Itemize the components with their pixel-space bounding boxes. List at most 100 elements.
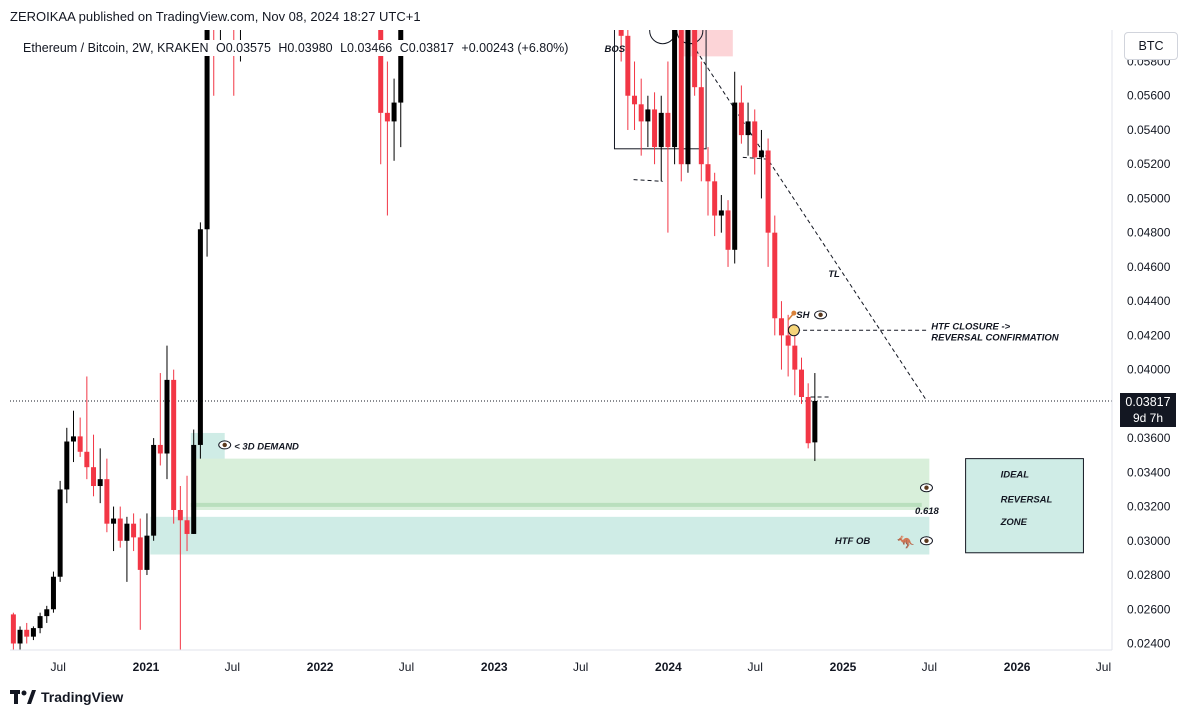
candle-body xyxy=(151,444,157,536)
last-price-value: 0.03817 xyxy=(1125,395,1171,409)
candle xyxy=(678,30,684,182)
candle-body xyxy=(758,150,764,158)
candle xyxy=(632,61,638,130)
chart-area[interactable]: BOS TL SH HTF CLOSURE -> REVERSAL CONFIRMATI… xyxy=(10,30,1190,680)
price-tick-label: 0.03600 xyxy=(1127,431,1171,445)
time-tick-label: Jul xyxy=(1096,660,1111,674)
candle-body xyxy=(725,210,731,250)
candle-body xyxy=(785,335,791,346)
price-tick-label: 0.03400 xyxy=(1127,465,1171,479)
candle xyxy=(37,612,43,634)
price-tick-label: 0.04400 xyxy=(1127,294,1171,308)
candle xyxy=(785,314,791,377)
candle xyxy=(718,195,724,233)
candle xyxy=(658,95,664,182)
price-tick-label: 0.05600 xyxy=(1127,89,1171,103)
candle xyxy=(157,373,163,466)
swing-low-line-1 xyxy=(633,179,663,182)
legend-close: C0.03817 xyxy=(399,41,454,55)
candle xyxy=(171,369,177,524)
price-tick-label: 0.05400 xyxy=(1127,123,1171,137)
candle-body xyxy=(685,30,691,165)
candle xyxy=(17,626,23,650)
candle xyxy=(84,376,90,480)
htf-ob-label: HTF OB xyxy=(835,536,870,547)
trendline xyxy=(691,44,927,401)
candle-body xyxy=(638,104,644,122)
candle xyxy=(30,626,36,641)
time-tick-label: 2023 xyxy=(481,660,508,674)
candle-body xyxy=(712,181,718,216)
candle xyxy=(57,480,63,582)
candle-body xyxy=(97,479,103,487)
candle xyxy=(698,61,704,182)
price-tick-label: 0.05200 xyxy=(1127,157,1171,171)
time-tick-label: 2024 xyxy=(655,660,682,674)
swing-low-line-2 xyxy=(742,156,767,160)
candle xyxy=(91,434,97,497)
candle-body xyxy=(191,444,197,534)
candle xyxy=(705,147,711,216)
demand-zone xyxy=(190,458,930,510)
candle xyxy=(184,475,190,552)
candle xyxy=(618,30,624,62)
candle xyxy=(745,102,751,156)
price-tick-label: 0.02800 xyxy=(1127,568,1171,582)
legend-symbol: Ethereum / Bitcoin, 2W, KRAKEN xyxy=(23,41,209,55)
candle-body xyxy=(144,535,150,570)
candle-body xyxy=(378,30,384,113)
eye-icon xyxy=(919,536,933,546)
candle xyxy=(164,345,170,480)
eye-icon xyxy=(814,310,828,320)
candle-body xyxy=(50,576,56,610)
candle xyxy=(692,30,698,96)
candle xyxy=(645,95,651,148)
publisher-line: ZEROIKAA published on TradingView.com, N… xyxy=(10,9,421,24)
candlestick-chart[interactable]: BOS TL SH HTF CLOSURE ->REVERSAL CONFIRMATI… xyxy=(10,30,1190,680)
eye-pupil xyxy=(818,312,823,318)
candle xyxy=(685,30,691,173)
candle xyxy=(213,30,215,96)
time-tick-label: 2025 xyxy=(830,660,857,674)
legend-high: H0.03980 xyxy=(278,41,333,55)
candle-body xyxy=(177,509,183,521)
candle-body xyxy=(792,345,798,370)
candle-body xyxy=(17,629,23,644)
htf-ob-zone xyxy=(150,516,930,555)
candle-body xyxy=(765,150,771,233)
price-tick-label: 0.02600 xyxy=(1127,602,1171,616)
candle xyxy=(638,78,644,156)
kangaroo-icon: 🦘 xyxy=(897,535,915,551)
candle-body xyxy=(398,30,404,103)
price-tick-label: 0.04000 xyxy=(1127,363,1171,377)
candle-body xyxy=(111,518,117,524)
candle xyxy=(219,30,221,45)
eye-pupil xyxy=(924,538,929,543)
legend-low: L0.03466 xyxy=(340,41,393,55)
eye-icon xyxy=(919,483,933,493)
candle-body xyxy=(718,210,724,216)
price-tick-label: 0.03000 xyxy=(1127,534,1171,548)
candle-body xyxy=(778,318,784,336)
ideal-label: IDEAL xyxy=(1001,469,1030,480)
candle xyxy=(64,427,70,504)
legend-open: O0.03575 xyxy=(215,41,271,55)
candle-body xyxy=(752,121,758,158)
candle xyxy=(805,383,811,449)
brand-footer[interactable]: TradingView xyxy=(10,689,123,705)
time-tick-label: Jul xyxy=(922,660,937,674)
candle xyxy=(104,458,110,533)
zone-label: ZONE xyxy=(1000,517,1028,528)
reversal-confirmation-label: REVERSAL CONFIRMATION xyxy=(931,333,1060,344)
candle-body xyxy=(738,102,744,136)
candle-body xyxy=(137,537,143,570)
pin-icon xyxy=(787,310,797,321)
ohlc-legend: Ethereum / Bitcoin, 2W, KRAKEN O0.03575 … xyxy=(20,40,576,56)
htf-closure-label: HTF CLOSURE -> xyxy=(931,322,1010,333)
candle xyxy=(97,448,103,504)
candle xyxy=(398,30,404,148)
time-tick-label: Jul xyxy=(399,660,414,674)
currency-button[interactable]: BTC xyxy=(1124,32,1178,60)
candle-body xyxy=(391,102,397,122)
last-price-label: 0.03817 9d 7h xyxy=(1120,393,1176,427)
